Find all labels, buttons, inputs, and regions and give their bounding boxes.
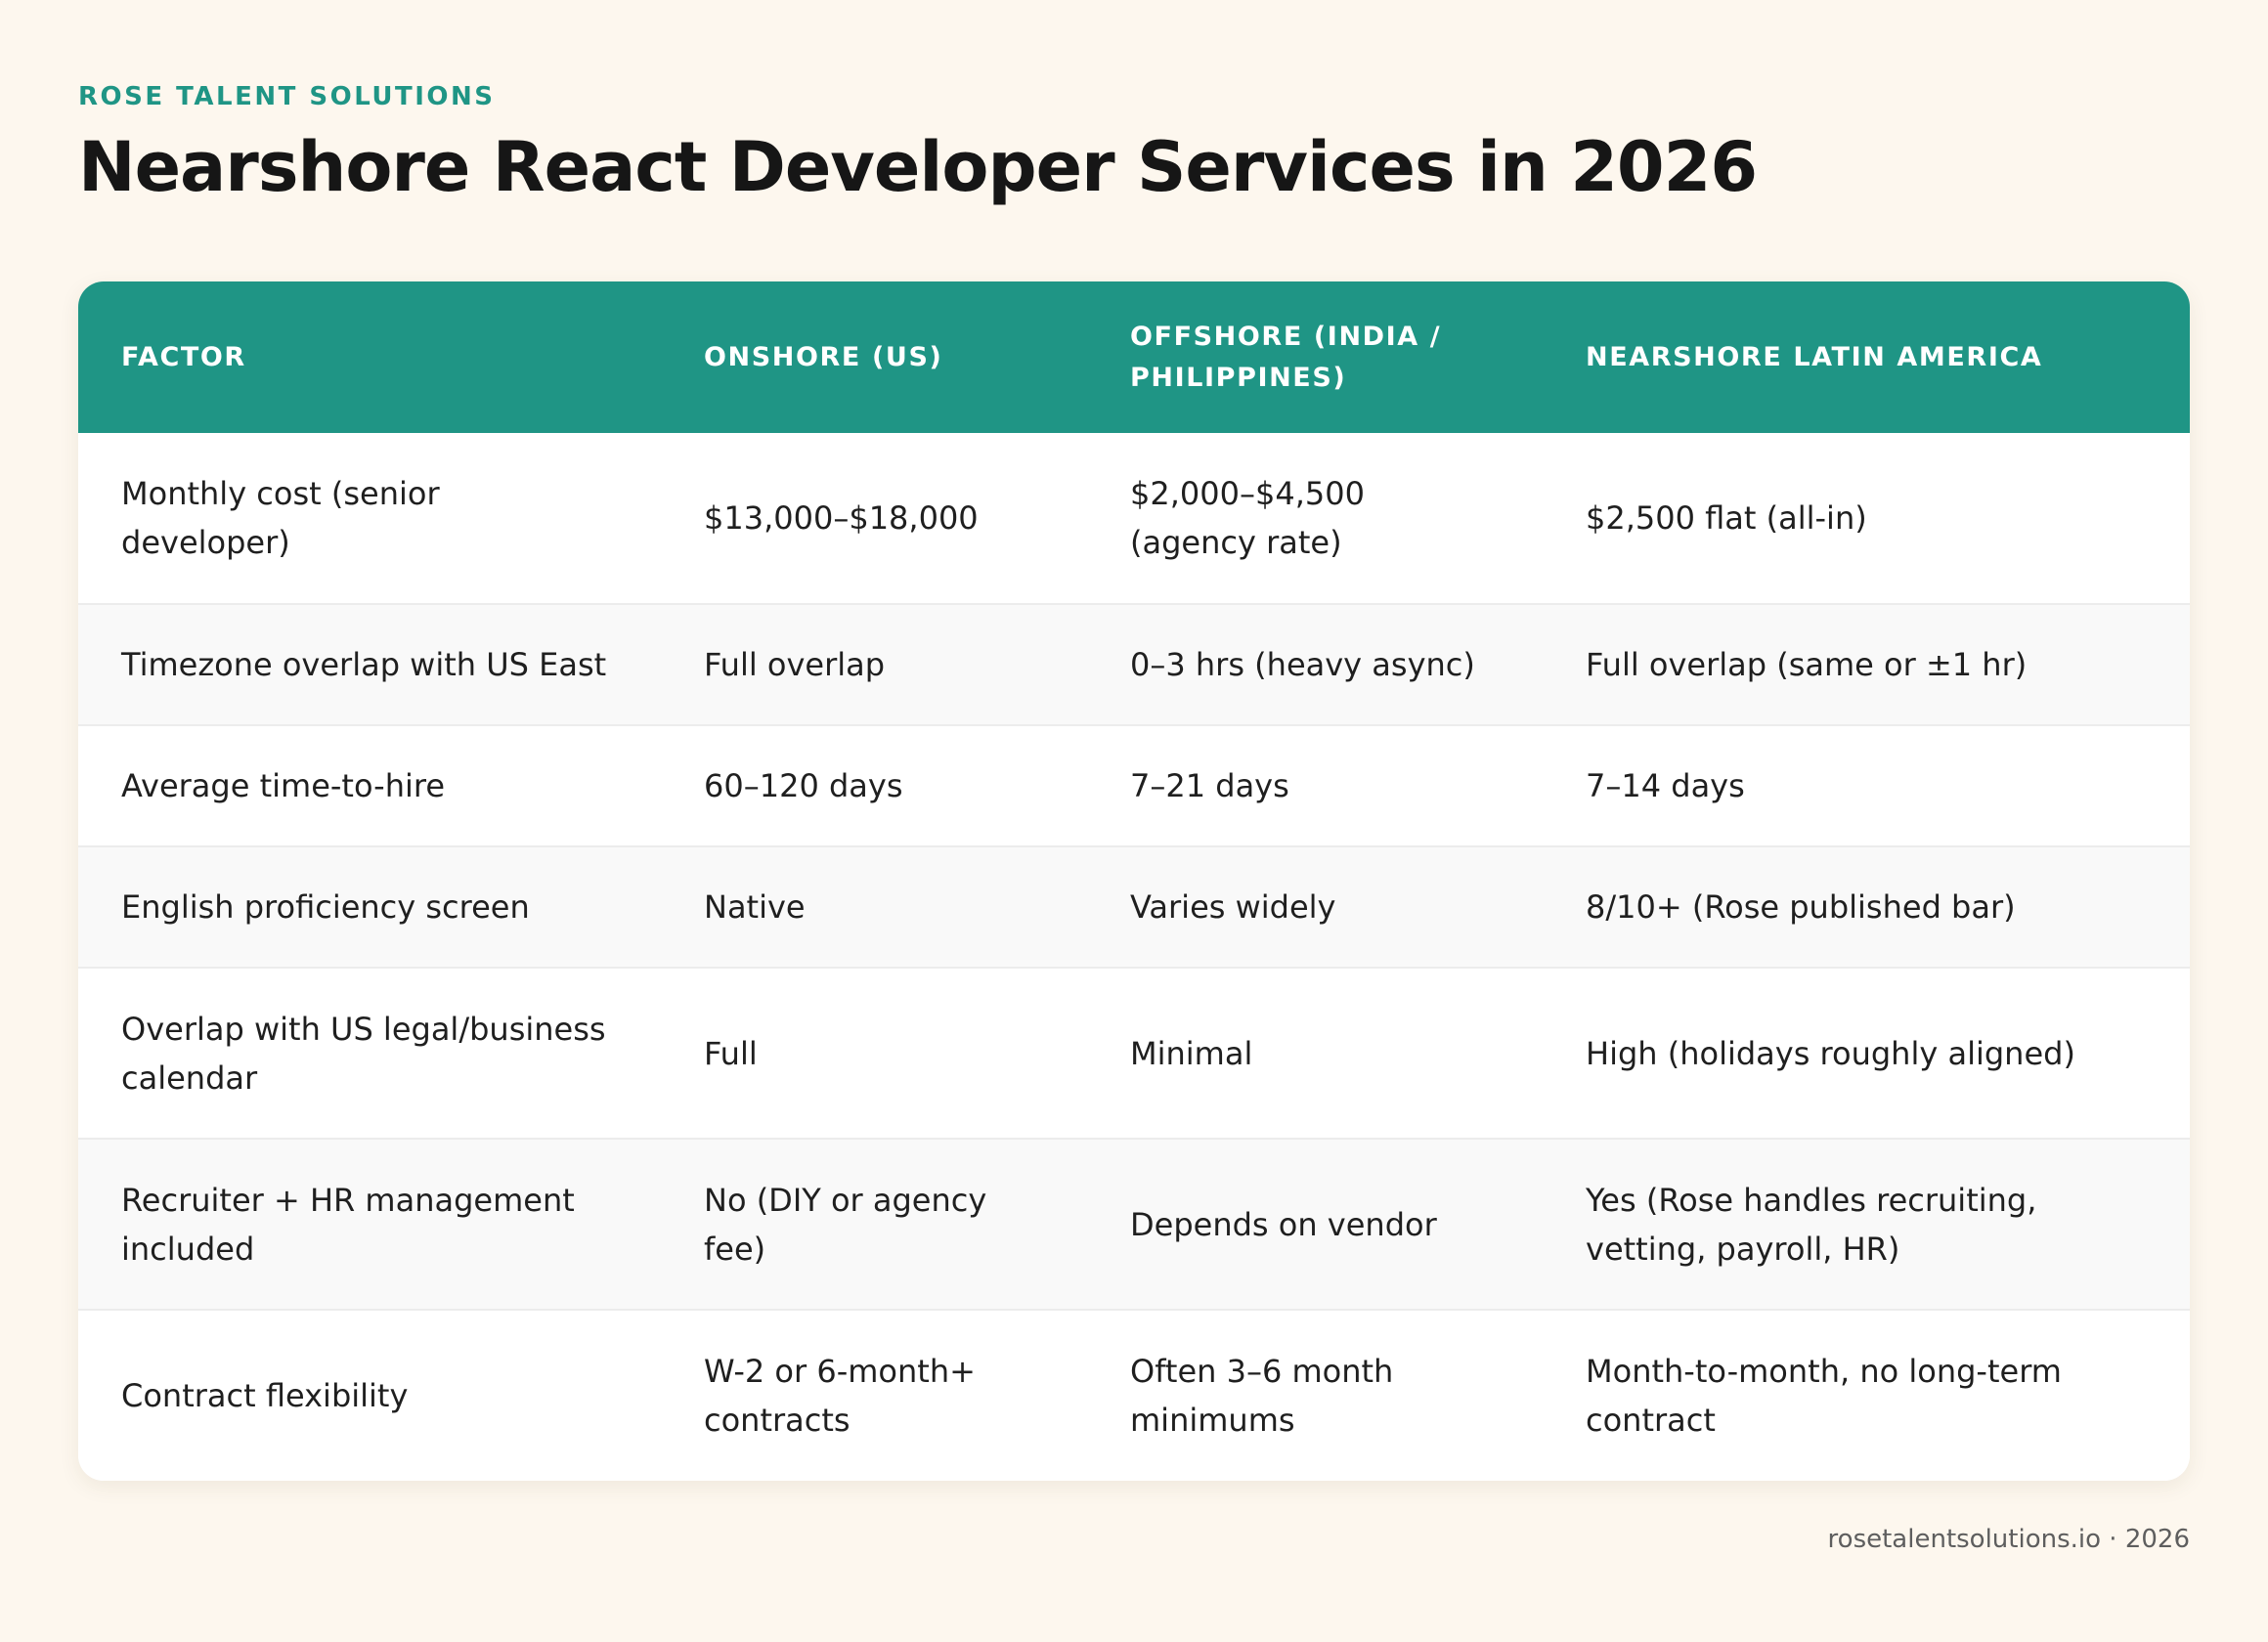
column-header-offshore: OFFSHORE (INDIA / PHILIPPINES)	[1130, 321, 1442, 393]
table-cell-nearshore: 8/10+ (Rose published bar)	[1543, 845, 2190, 968]
table-header-row: FACTOR ONSHORE (US) OFFSHORE (INDIA / PH…	[78, 281, 2190, 433]
table-cell-factor: Overlap with US legal/business calendar	[78, 967, 661, 1139]
table-header: FACTOR ONSHORE (US) OFFSHORE (INDIA / PH…	[78, 281, 2190, 433]
table-row: Average time-to-hire 60–120 days 7–21 da…	[78, 724, 2190, 846]
table-row: Contract flexibility W-2 or 6-month+ con…	[78, 1309, 2190, 1481]
table-body: Monthly cost (senior developer) $13,000–…	[78, 433, 2190, 1481]
table-cell-offshore: 0–3 hrs (heavy async)	[1087, 603, 1543, 725]
table-cell-offshore: Depends on vendor	[1087, 1138, 1543, 1310]
table-cell-onshore: Full overlap	[661, 603, 1087, 725]
table-cell-factor: Average time-to-hire	[78, 724, 661, 846]
page-title: Nearshore React Developer Services in 20…	[78, 127, 1758, 207]
table-cell-nearshore: Month-to-month, no long-term contract	[1543, 1309, 2190, 1481]
table-cell-onshore: No (DIY or agency fee)	[661, 1138, 1087, 1310]
footer-credit: rosetalentsolutions.io · 2026	[1827, 1525, 2190, 1554]
table-cell-nearshore: Full overlap (same or ±1 hr)	[1543, 603, 2190, 725]
table-cell-nearshore: High (holidays roughly aligned)	[1543, 967, 2190, 1139]
table-cell-onshore: W-2 or 6-month+ contracts	[661, 1309, 1087, 1481]
comparison-table: FACTOR ONSHORE (US) OFFSHORE (INDIA / PH…	[78, 281, 2190, 1481]
table-row: Overlap with US legal/business calendar …	[78, 967, 2190, 1139]
table-cell-onshore: Full	[661, 967, 1087, 1139]
table-cell-nearshore: 7–14 days	[1543, 724, 2190, 846]
table-cell-factor: Recruiter + HR management included	[78, 1138, 661, 1310]
table-cell-onshore: Native	[661, 845, 1087, 968]
comparison-table-card: FACTOR ONSHORE (US) OFFSHORE (INDIA / PH…	[78, 281, 2190, 1481]
table-cell-onshore: 60–120 days	[661, 724, 1087, 846]
column-header-factor: FACTOR	[121, 341, 246, 372]
table-row: Monthly cost (senior developer) $13,000–…	[78, 433, 2190, 604]
table-cell-offshore: $2,000–$4,500 (agency rate)	[1130, 475, 1365, 561]
table-row: Timezone overlap with US East Full overl…	[78, 603, 2190, 725]
table-cell-factor: English proficiency screen	[78, 845, 661, 968]
column-header-nearshore: NEARSHORE LATIN AMERICA	[1586, 341, 2043, 372]
table-row: Recruiter + HR management included No (D…	[78, 1138, 2190, 1310]
table-cell-factor: Contract flexibility	[78, 1309, 661, 1481]
table-cell-offshore: Varies widely	[1087, 845, 1543, 968]
table-cell-onshore: $13,000–$18,000	[704, 499, 979, 537]
brand-label: ROSE TALENT SOLUTIONS	[78, 82, 496, 111]
table-cell-offshore: 7–21 days	[1087, 724, 1543, 846]
table-cell-offshore: Often 3–6 month minimums	[1087, 1309, 1543, 1481]
table-cell-nearshore: Yes (Rose handles recruiting, vetting, p…	[1543, 1138, 2190, 1310]
column-header-onshore: ONSHORE (US)	[704, 341, 943, 372]
table-cell-offshore: Minimal	[1087, 967, 1543, 1139]
table-row: English proficiency screen Native Varies…	[78, 845, 2190, 968]
table-cell-factor: Timezone overlap with US East	[78, 603, 661, 725]
table-cell-nearshore: $2,500 flat (all-in)	[1586, 499, 1867, 537]
table-cell-factor: Monthly cost (senior developer)	[121, 475, 440, 561]
